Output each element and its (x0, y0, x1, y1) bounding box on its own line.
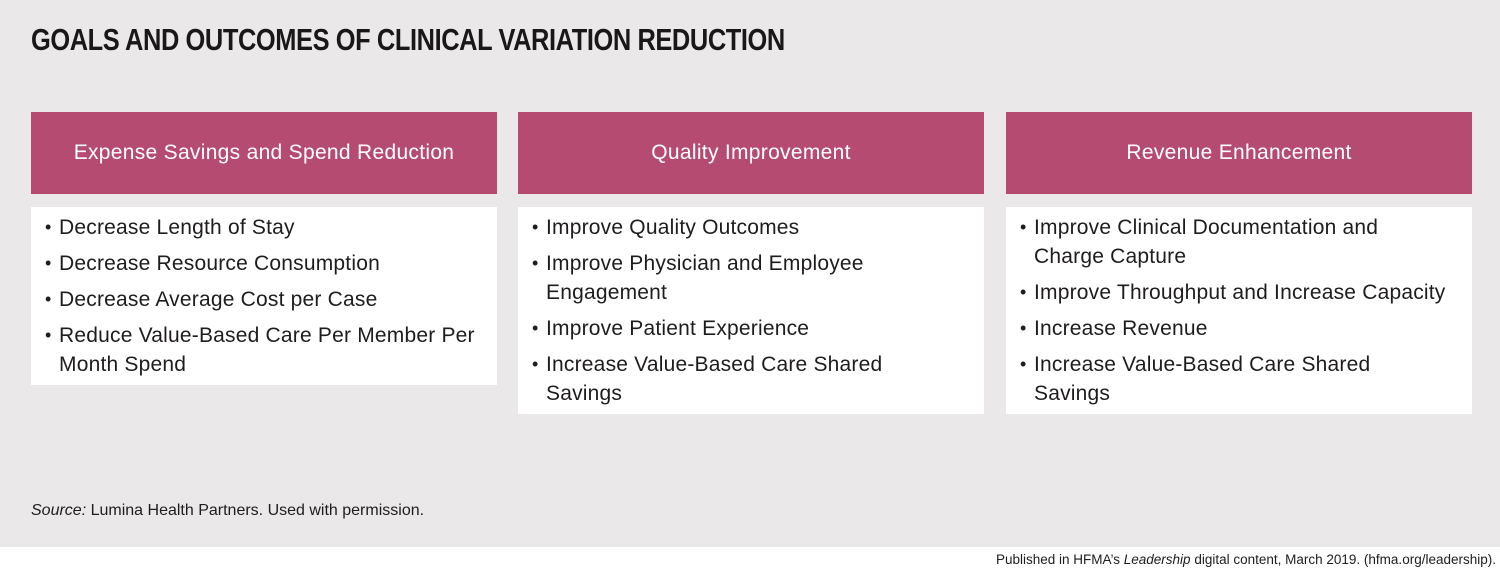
list-item: • Improve Throughput and Increase Capacit… (1020, 278, 1452, 307)
bullet-icon: • (532, 318, 539, 338)
bullet-icon: • (1020, 282, 1027, 302)
bullet-icon: • (532, 217, 539, 237)
column-revenue-enhancement: Revenue Enhancement • Improve Clinical Do… (1006, 112, 1472, 414)
bullet-icon: • (1020, 318, 1027, 338)
list-item: • Improve Patient Experience (532, 314, 964, 343)
column-quality-improvement: Quality Improvement • Improve Quality Out… (518, 112, 984, 414)
bullet-icon: • (45, 217, 52, 237)
figure-panel: GOALS AND OUTCOMES OF CLINICAL VARIATION… (0, 0, 1500, 547)
source-note: Source: Lumina Health Partners. Used wit… (31, 502, 425, 519)
list-item: • Decrease Resource Consumption (45, 249, 477, 278)
list-item: • Increase Value-Based Care Shared Saving… (532, 350, 964, 408)
list-item: • Improve Clinical Documentation and Char… (1020, 213, 1452, 271)
figure-title: GOALS AND OUTCOMES OF CLINICAL VARIATION… (31, 22, 785, 57)
bullet-icon: • (532, 354, 539, 374)
list-item: • Decrease Average Cost per Case (45, 285, 477, 314)
bullet-icon: • (532, 253, 539, 273)
bullet-icon: • (1020, 354, 1027, 374)
column-expense-savings: Expense Savings and Spend Reduction • Dec… (31, 112, 497, 385)
list-item: • Increase Value-Based Care Shared Saving… (1020, 350, 1452, 408)
column-heading: Expense Savings and Spend Reduction (31, 112, 497, 194)
column-list: • Decrease Length of Stay • Decrease Resou… (31, 207, 497, 385)
bullet-icon: • (45, 253, 52, 273)
column-heading: Quality Improvement (518, 112, 984, 194)
list-item: • Increase Revenue (1020, 314, 1452, 343)
column-heading: Revenue Enhancement (1006, 112, 1472, 194)
column-list: • Improve Quality Outcomes • Improve Physi… (518, 207, 984, 414)
list-item: • Reduce Value-Based Care Per Member Per … (45, 321, 477, 379)
list-item: • Improve Quality Outcomes (532, 213, 964, 242)
publication-credit: Published in HFMA’s Leadership digital c… (995, 552, 1496, 567)
bullet-icon: • (45, 325, 52, 345)
bullet-icon: • (1020, 217, 1027, 237)
list-item: • Improve Physician and Employee Engageme… (532, 249, 964, 307)
list-item: • Decrease Length of Stay (45, 213, 477, 242)
bullet-icon: • (45, 289, 52, 309)
column-list: • Improve Clinical Documentation and Char… (1006, 207, 1472, 414)
